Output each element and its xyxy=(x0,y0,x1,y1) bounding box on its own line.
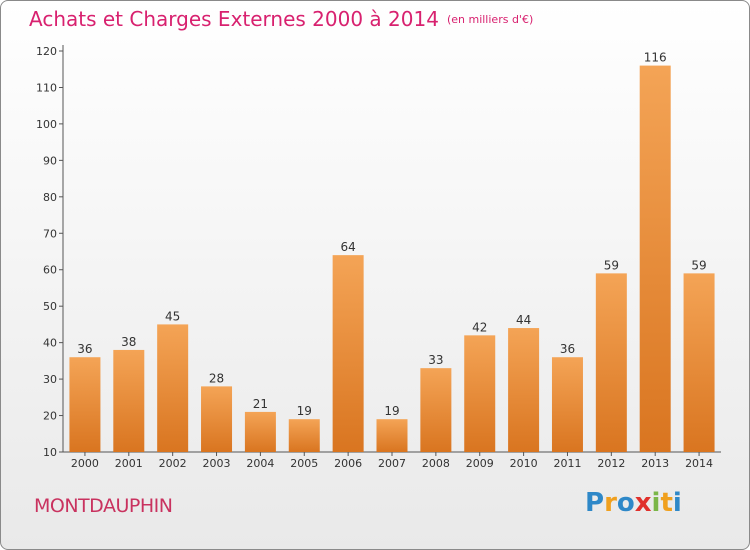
commune-name: MONTDAUPHIN xyxy=(34,495,173,517)
bar xyxy=(376,419,408,452)
bar xyxy=(201,386,233,452)
logo-letter: o xyxy=(616,488,635,518)
x-tick-label: 2008 xyxy=(422,457,450,470)
y-tick-label: 60 xyxy=(43,264,57,277)
y-tick-label: 120 xyxy=(36,45,57,58)
x-tick-label: 2005 xyxy=(290,457,318,470)
x-tick-label: 2003 xyxy=(203,457,231,470)
bar-value-label: 38 xyxy=(121,335,136,349)
bar xyxy=(595,273,627,452)
bar xyxy=(113,349,145,452)
y-tick-label: 100 xyxy=(36,118,57,131)
x-tick-label: 2001 xyxy=(115,457,143,470)
chart-title: Achats et Charges Externes 2000 à 2014 (e… xyxy=(29,7,533,31)
bar xyxy=(244,411,276,452)
bar xyxy=(683,273,715,452)
bar xyxy=(332,255,364,452)
chart-subtitle: (en milliers d'€) xyxy=(446,13,534,26)
x-tick-label: 2011 xyxy=(553,457,581,470)
bar-value-label: 21 xyxy=(253,397,268,411)
bar-value-label: 64 xyxy=(340,240,355,254)
logo-letter: r xyxy=(604,488,617,518)
bar xyxy=(464,335,496,452)
logo-letter: i xyxy=(672,488,682,518)
bar xyxy=(157,324,189,452)
bar-value-label: 19 xyxy=(297,404,312,418)
bar xyxy=(639,65,671,452)
bar-value-label: 36 xyxy=(560,342,575,356)
bar-value-label: 116 xyxy=(644,51,667,65)
bar-value-label: 44 xyxy=(516,313,531,327)
logo-letter: i xyxy=(651,488,661,518)
y-tick-label: 20 xyxy=(43,410,57,423)
y-tick-label: 70 xyxy=(43,227,57,240)
bar-value-label: 36 xyxy=(77,342,92,356)
title-text: Achats et Charges Externes 2000 à 2014 xyxy=(29,7,439,31)
bar-value-label: 59 xyxy=(691,258,706,272)
y-tick-label: 90 xyxy=(43,154,57,167)
bar-value-label: 28 xyxy=(209,371,224,385)
y-tick-label: 30 xyxy=(43,373,57,386)
bar xyxy=(69,357,101,452)
bar-value-label: 33 xyxy=(428,353,443,367)
bar xyxy=(551,357,583,452)
x-tick-label: 2002 xyxy=(159,457,187,470)
x-tick-label: 2007 xyxy=(378,457,406,470)
bar-value-label: 19 xyxy=(384,404,399,418)
x-tick-label: 2006 xyxy=(334,457,362,470)
y-tick-label: 110 xyxy=(36,81,57,94)
x-tick-label: 2000 xyxy=(71,457,99,470)
logo-letter: P xyxy=(585,488,605,518)
x-tick-label: 2013 xyxy=(641,457,669,470)
bar xyxy=(420,368,452,452)
bar-value-label: 59 xyxy=(604,258,619,272)
bar xyxy=(288,419,320,452)
bar-value-label: 45 xyxy=(165,309,180,323)
logo-letter: t xyxy=(660,488,673,518)
y-tick-label: 80 xyxy=(43,191,57,204)
x-tick-label: 2014 xyxy=(685,457,713,470)
y-tick-label: 10 xyxy=(43,446,57,459)
y-tick-label: 40 xyxy=(43,337,57,350)
x-tick-label: 2010 xyxy=(510,457,538,470)
bar xyxy=(508,328,540,452)
logo-letter: x xyxy=(634,488,652,518)
x-tick-label: 2009 xyxy=(466,457,494,470)
x-tick-label: 2012 xyxy=(597,457,625,470)
bar-value-label: 42 xyxy=(472,320,487,334)
y-tick-label: 50 xyxy=(43,300,57,313)
proxiti-logo: Proxiti xyxy=(585,488,682,518)
x-tick-label: 2004 xyxy=(246,457,274,470)
